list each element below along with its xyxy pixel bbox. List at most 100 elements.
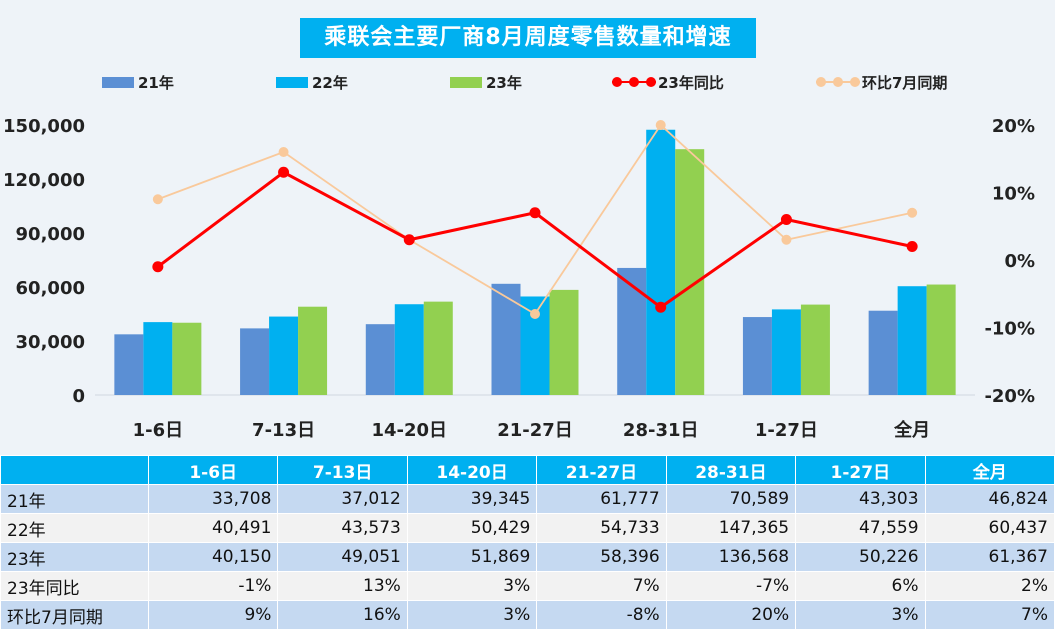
table-cell: 39,345	[406, 484, 538, 514]
point-23年同比-1-27日	[780, 214, 792, 225]
row-label: 23年同比	[0, 571, 149, 601]
bar-22年-14-20日	[394, 304, 424, 395]
table-header-cell: 21-27日	[536, 455, 667, 485]
table-header-cell: 28-31日	[665, 455, 797, 485]
bar-21年-28-31日	[617, 267, 647, 395]
table-cell: 46,824	[924, 484, 1055, 514]
bar-21年-14-20日	[365, 324, 395, 395]
table-header-cell: 14-20日	[406, 455, 538, 485]
y2-tick-label: -20%	[984, 386, 1035, 407]
y-tick-label: 0	[72, 386, 85, 407]
table-header-cell: 1-6日	[147, 455, 279, 485]
table-header-cell: 全月	[924, 455, 1055, 485]
x-tick-label: 21-27日	[497, 420, 573, 441]
legend-swatch-21	[102, 76, 134, 88]
legend-line-mom	[816, 76, 860, 88]
legend-label-yoy: 23年同比	[658, 73, 724, 92]
x-tick-label: 14-20日	[371, 420, 447, 441]
point-环比7月同期-28-31日	[655, 120, 666, 130]
row-label: 环比7月同期	[0, 600, 149, 630]
y-tick-label: 90,000	[16, 224, 85, 245]
bar-21年-7-13日	[240, 328, 270, 395]
y2-tick-label: 0%	[1004, 251, 1035, 272]
table-cell: 61,367	[924, 542, 1055, 572]
x-tick-label: 1-6日	[133, 420, 184, 441]
table-cell: 20%	[665, 600, 797, 630]
table-row: 21年 33,708 37,012 39,345 61,777 70,589 4…	[0, 484, 1055, 514]
table-cell: 50,429	[406, 513, 538, 543]
chart-canvas: 0 30,000 60,000 90,000 120,000 150,000 -20% -10…	[3, 116, 1035, 441]
chart-title: 乘联会主要厂商8月周度零售数量和增速	[300, 18, 756, 58]
bar-23年-28-31日	[675, 149, 705, 395]
y2-tick-label: 20%	[992, 116, 1035, 137]
table-cell: 49,051	[277, 542, 408, 572]
point-23年同比-21-27日	[529, 207, 541, 219]
legend-swatch-22	[276, 76, 308, 88]
table-cell: 16%	[277, 600, 408, 630]
table-cell: -7%	[665, 571, 797, 601]
bar-22年-1-27日	[771, 309, 801, 395]
point-环比7月同期-1-6日	[152, 194, 163, 205]
bar-23年-14-20日	[423, 301, 453, 395]
bar-21年-1-27日	[742, 317, 772, 395]
legend-label-mom: 环比7月同期	[862, 73, 948, 92]
bar-23年-7-13日	[298, 306, 328, 395]
table-row: 23年同比 -1% 13% 3% 7% -7% 6% 2%	[0, 571, 1055, 601]
point-环比7月同期-7-13日	[278, 147, 289, 157]
x-tick-label: 7-13日	[252, 420, 315, 441]
table-cell: 54,733	[536, 513, 667, 543]
table-cell: 3%	[795, 600, 926, 630]
bar-23年-全月	[926, 284, 956, 395]
bar-21年-21-27日	[491, 283, 521, 395]
table-cell: 147,365	[665, 513, 797, 543]
table-row: 22年 40,491 43,573 50,429 54,733 147,365 …	[0, 513, 1055, 543]
table-cell: 60,437	[924, 513, 1055, 543]
legend-22: 22年	[276, 72, 348, 92]
point-23年同比-14-20日	[403, 234, 415, 246]
table-header-cell	[0, 455, 149, 485]
point-23年同比-全月	[906, 241, 918, 252]
chart-area: 0 30,000 60,000 90,000 120,000 150,000 -20% -10…	[0, 0, 1055, 456]
table-cell: 33,708	[147, 484, 279, 514]
line-环比7月同期	[157, 123, 913, 316]
table-cell: 13%	[277, 571, 408, 601]
table-cell: 2%	[924, 571, 1055, 601]
table-header-row: 1-6日 7-13日 14-20日 21-27日 28-31日 1-27日 全月	[0, 455, 1055, 485]
table-cell: 136,568	[665, 542, 797, 572]
data-table: 1-6日 7-13日 14-20日 21-27日 28-31日 1-27日 全月…	[0, 455, 1055, 630]
y-tick-label: 150,000	[3, 116, 85, 137]
table-header-cell: 1-27日	[795, 455, 926, 485]
row-label: 23年	[0, 542, 149, 572]
table-cell: 3%	[406, 600, 538, 630]
table-cell: 9%	[147, 600, 279, 630]
legend-23: 23年	[450, 72, 522, 92]
legend-label-23: 23年	[486, 73, 522, 92]
bar-23年-21-27日	[549, 289, 579, 395]
bar-22年-1-6日	[143, 322, 173, 395]
table-cell: 70,589	[665, 484, 797, 514]
bar-22年-全月	[897, 286, 927, 395]
table-cell: 3%	[406, 571, 538, 601]
legend-swatch-23	[450, 76, 482, 88]
table-cell: -8%	[536, 600, 667, 630]
row-label: 21年	[0, 484, 149, 514]
legend-21: 21年	[102, 72, 174, 92]
point-环比7月同期-1-27日	[781, 234, 792, 245]
table-cell: 61,777	[536, 484, 667, 514]
table-cell: 43,303	[795, 484, 926, 514]
x-tick-label: 1-27日	[755, 420, 818, 441]
table-cell: 43,573	[277, 513, 408, 543]
legend-mom: 环比7月同期	[816, 72, 947, 92]
point-环比7月同期-全月	[907, 207, 918, 218]
bar-23年-1-6日	[172, 322, 202, 395]
legend-yoy: 23年同比	[612, 72, 724, 92]
point-23年同比-1-6日	[152, 261, 164, 273]
x-tick-label: 全月	[893, 419, 930, 441]
table-header-cell: 7-13日	[277, 455, 408, 485]
table-cell: 40,491	[147, 513, 279, 543]
legend-line-yoy	[612, 76, 656, 88]
legend-label-21: 21年	[138, 73, 174, 92]
y-tick-label: 120,000	[3, 170, 85, 191]
y-tick-label: 30,000	[16, 332, 85, 353]
table-cell: -1%	[147, 571, 279, 601]
